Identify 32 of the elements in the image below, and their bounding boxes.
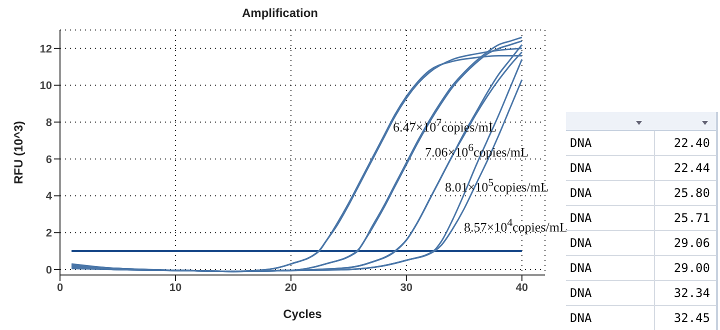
text: DNA	[566, 231, 655, 255]
y-tick-label: 2	[46, 228, 52, 240]
text: 29.00	[672, 261, 711, 275]
text: 32.45	[672, 311, 711, 325]
text: DNA	[566, 306, 655, 330]
text: 25.71	[672, 211, 711, 225]
annotation: 8.57×10$^{4}$copies/mL	[464, 217, 568, 236]
text: DNA	[566, 281, 655, 305]
x-tick-label: 10	[169, 282, 182, 294]
x-tick-label: 40	[516, 282, 528, 294]
text: DNA	[566, 181, 655, 205]
y-tick-label: 10	[40, 80, 52, 92]
y-tick-label: 0	[46, 264, 52, 276]
text: DNA	[566, 131, 655, 155]
x-tick-label: 30	[400, 282, 413, 294]
y-tick-label: 4	[46, 190, 53, 203]
y-tick-label: 8	[46, 117, 52, 130]
text: 25.80	[672, 186, 711, 200]
text: DNA	[566, 156, 655, 180]
chart-title: Amplification	[240, 6, 319, 20]
y-tick-label: 6	[46, 154, 52, 166]
x-tick-label: 20	[284, 282, 298, 294]
text: 22.44	[672, 161, 711, 175]
text: 22.40	[672, 136, 711, 150]
text: 29.06	[672, 236, 711, 250]
text: 32.34	[672, 286, 711, 300]
x-axis-title: Cycles	[283, 307, 322, 321]
text: DNA	[566, 206, 655, 230]
y-tick-label: 12	[40, 43, 52, 56]
text: DNA	[566, 256, 655, 280]
x-tick-label: 0	[56, 282, 64, 294]
y-axis-title: RFU (10^3)	[11, 120, 26, 184]
